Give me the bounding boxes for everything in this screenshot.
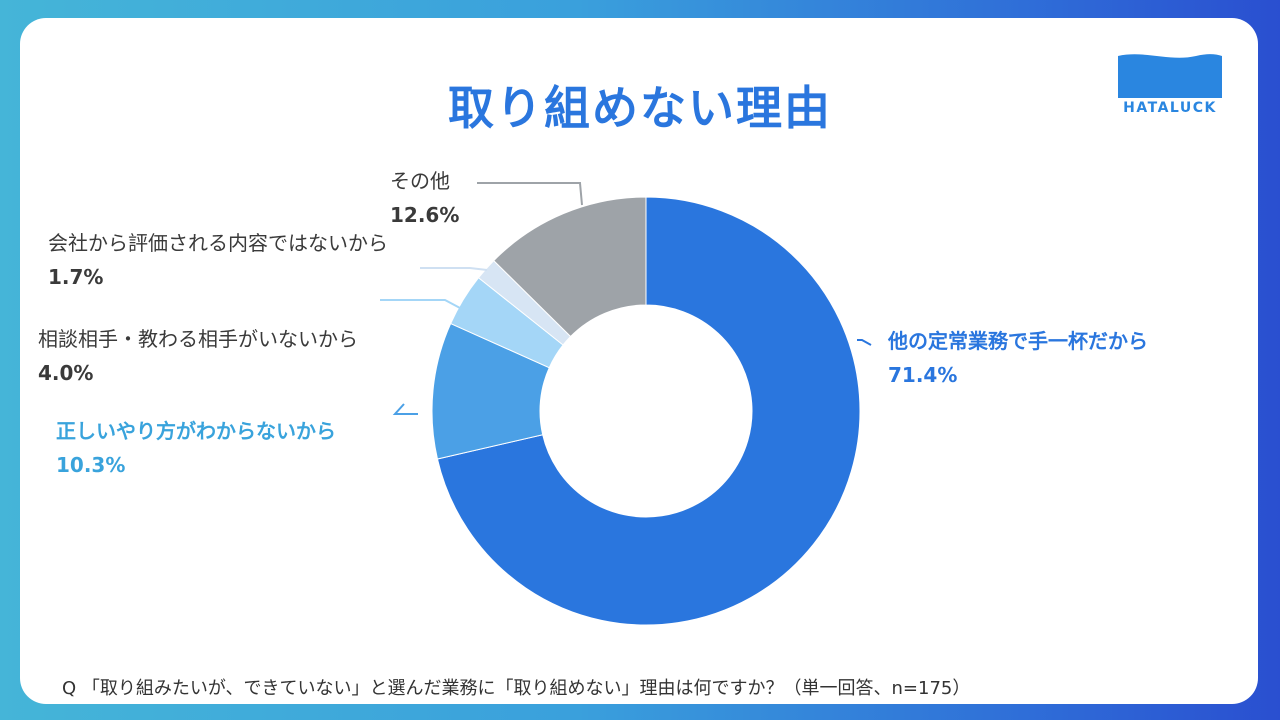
label-other-value: 12.6% [390, 203, 460, 227]
label-not-evaluated: 会社から評価される内容ではないから 1.7% [48, 226, 388, 294]
leader-line-no-mentor [380, 299, 461, 309]
label-no-mentor-value: 4.0% [38, 361, 94, 385]
label-no-mentor: 相談相手・教わる相手がいないから 4.0% [38, 322, 358, 390]
leader-line-wrong-way [392, 403, 418, 415]
logo-wave-icon [1118, 54, 1222, 98]
label-no-mentor-name: 相談相手・教わる相手がいないから [38, 327, 358, 351]
leader-line-main [857, 339, 872, 346]
label-wrong-way-name: 正しいやり方がわからないから [56, 419, 336, 443]
donut-slice-0 [436, 196, 861, 626]
donut-slice-4 [493, 196, 647, 338]
leader-line-not-evaluated [420, 267, 488, 271]
survey-question: Q 「取り組みたいが、できていない」と選んだ業務に「取り組めない」理由は何ですか… [62, 678, 971, 699]
label-not-evaluated-name: 会社から評価される内容ではないから [48, 231, 388, 255]
label-wrong-way-value: 10.3% [56, 453, 126, 477]
chart-title: 取り組めない理由 [448, 81, 832, 135]
label-other: その他 12.6% [390, 164, 459, 232]
label-other-name: その他 [390, 169, 450, 193]
label-main-reason-value: 71.4% [888, 363, 958, 387]
logo-text: HATALUCK [1123, 100, 1217, 116]
label-main-reason-name: 他の定常業務で手一杯だから [888, 329, 1148, 353]
hataluck-logo: HATALUCK [1118, 52, 1222, 122]
label-wrong-way: 正しいやり方がわからないから 10.3% [56, 414, 336, 482]
label-main-reason: 他の定常業務で手一杯だから 71.4% [888, 324, 1148, 392]
leader-line-other [477, 182, 583, 206]
label-not-evaluated-value: 1.7% [48, 265, 104, 289]
